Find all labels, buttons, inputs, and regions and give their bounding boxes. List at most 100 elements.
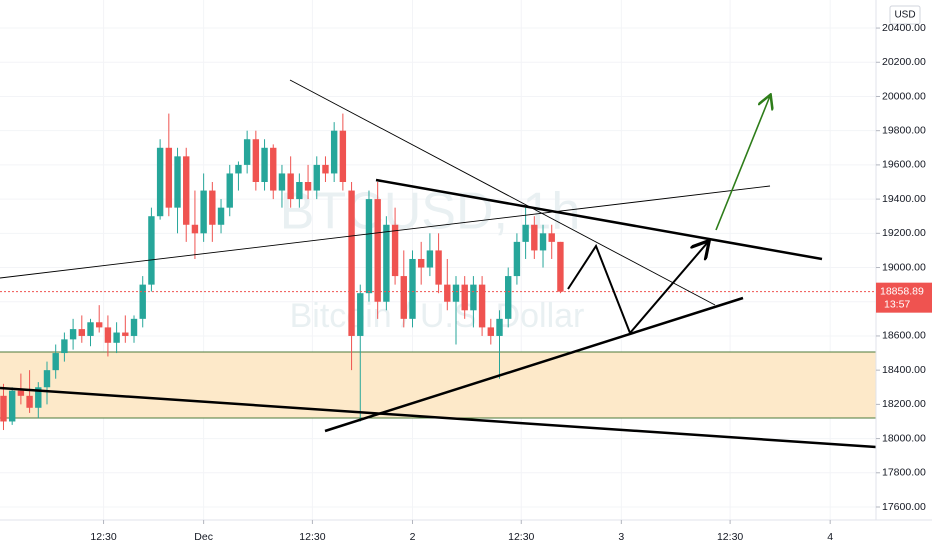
candle-body — [270, 147, 277, 191]
candle-body — [17, 390, 25, 396]
candle-body — [505, 276, 512, 319]
candle-body — [165, 147, 173, 208]
x-tick-label: 12:30 — [717, 531, 743, 543]
candle-body — [539, 233, 547, 251]
candle-body — [78, 329, 86, 336]
projection-path — [567, 242, 708, 335]
candle-body — [209, 190, 216, 225]
candle-body — [96, 322, 103, 328]
candle-body — [235, 164, 242, 174]
x-tick-label: 12:30 — [508, 531, 534, 543]
y-tick-label: 18400.00 — [882, 364, 926, 376]
y-tick-label: 20200.00 — [882, 56, 926, 68]
candle-body — [304, 182, 312, 191]
candle-body — [156, 147, 164, 217]
candle-body — [496, 318, 503, 336]
support-line — [324, 296, 744, 433]
candle-body — [417, 258, 425, 268]
currency-box[interactable] — [889, 5, 921, 25]
candle-body — [243, 139, 251, 165]
y-tick-label: 19400.00 — [882, 193, 926, 205]
candle-body — [226, 173, 233, 208]
candle-body — [452, 284, 460, 302]
candle-body — [191, 224, 199, 234]
countdown: 13:57 — [884, 298, 910, 310]
y-tick-label: 18200.00 — [882, 398, 926, 410]
candle-body — [522, 224, 529, 242]
last-price-label: 18858.89 — [880, 285, 924, 297]
candle-body — [200, 190, 207, 234]
y-tick-label: 17600.00 — [882, 501, 926, 513]
candle-body — [461, 284, 468, 311]
candle-body — [139, 284, 146, 319]
candle-body — [435, 250, 442, 285]
candle-body — [313, 164, 320, 191]
candle-body — [400, 276, 407, 319]
resistance-line — [375, 178, 823, 261]
candle-body — [470, 284, 477, 311]
candle-body — [531, 224, 538, 251]
candle-body — [426, 250, 434, 268]
candle-body — [69, 329, 77, 340]
candle-body — [478, 284, 486, 328]
candle-body — [513, 241, 521, 277]
candle-body — [557, 241, 564, 292]
candle-body — [0, 395, 7, 422]
candle-body — [487, 327, 495, 336]
y-tick-label: 19600.00 — [882, 159, 926, 171]
watermark-symbol: BTCUSD, 1h — [280, 183, 581, 241]
x-tick-label: 12:30 — [90, 531, 116, 543]
currency: USD — [894, 10, 915, 21]
candle-body — [104, 327, 112, 343]
candle-body — [174, 156, 181, 208]
candle-body — [261, 147, 268, 182]
trend-line — [0, 386, 877, 449]
candle-body — [296, 182, 303, 200]
y-tick-label: 18600.00 — [882, 330, 926, 342]
candle-body — [26, 395, 33, 408]
candle-body — [61, 339, 68, 354]
y-tick-label: 19200.00 — [882, 227, 926, 239]
candle-body — [148, 216, 155, 285]
candle-body — [365, 199, 373, 294]
x-tick-label: 3 — [618, 531, 624, 543]
y-tick-label: 19800.00 — [882, 124, 926, 136]
candle-body — [391, 224, 399, 277]
candle-body — [322, 164, 329, 174]
x-tick-label: Dec — [194, 531, 213, 543]
y-tick-label: 20400.00 — [882, 22, 926, 34]
candle-body — [87, 322, 94, 336]
candle-body — [383, 224, 390, 302]
y-tick-label: 19000.00 — [882, 261, 926, 273]
candle-body — [357, 293, 364, 336]
candle-body — [278, 173, 286, 191]
y-tick-label: 18000.00 — [882, 432, 926, 444]
x-tick-label: 12:30 — [299, 531, 325, 543]
candle-body — [183, 156, 190, 225]
trend-line — [289, 79, 716, 306]
candle-body — [339, 130, 347, 182]
trend-line — [0, 185, 771, 279]
target-arrow — [715, 96, 770, 231]
time-axis — [0, 520, 932, 550]
price-axis — [876, 0, 932, 550]
candle-body — [374, 199, 381, 302]
candle-body — [35, 387, 42, 408]
candle-body — [444, 284, 451, 302]
candle-body — [287, 173, 294, 200]
candle-body — [43, 370, 51, 388]
candle-body — [252, 139, 260, 182]
candle-body — [548, 233, 555, 242]
x-tick-label: 4 — [827, 531, 833, 543]
last-price-tag — [876, 282, 932, 313]
candle-body — [113, 332, 120, 343]
candle-body — [348, 190, 355, 336]
candle-body — [8, 390, 16, 422]
candle-body — [409, 258, 416, 319]
candle-body — [130, 318, 138, 336]
candle-body — [52, 353, 59, 371]
candle-body — [122, 332, 129, 336]
support-zone — [0, 352, 876, 418]
candle-body — [217, 207, 225, 225]
